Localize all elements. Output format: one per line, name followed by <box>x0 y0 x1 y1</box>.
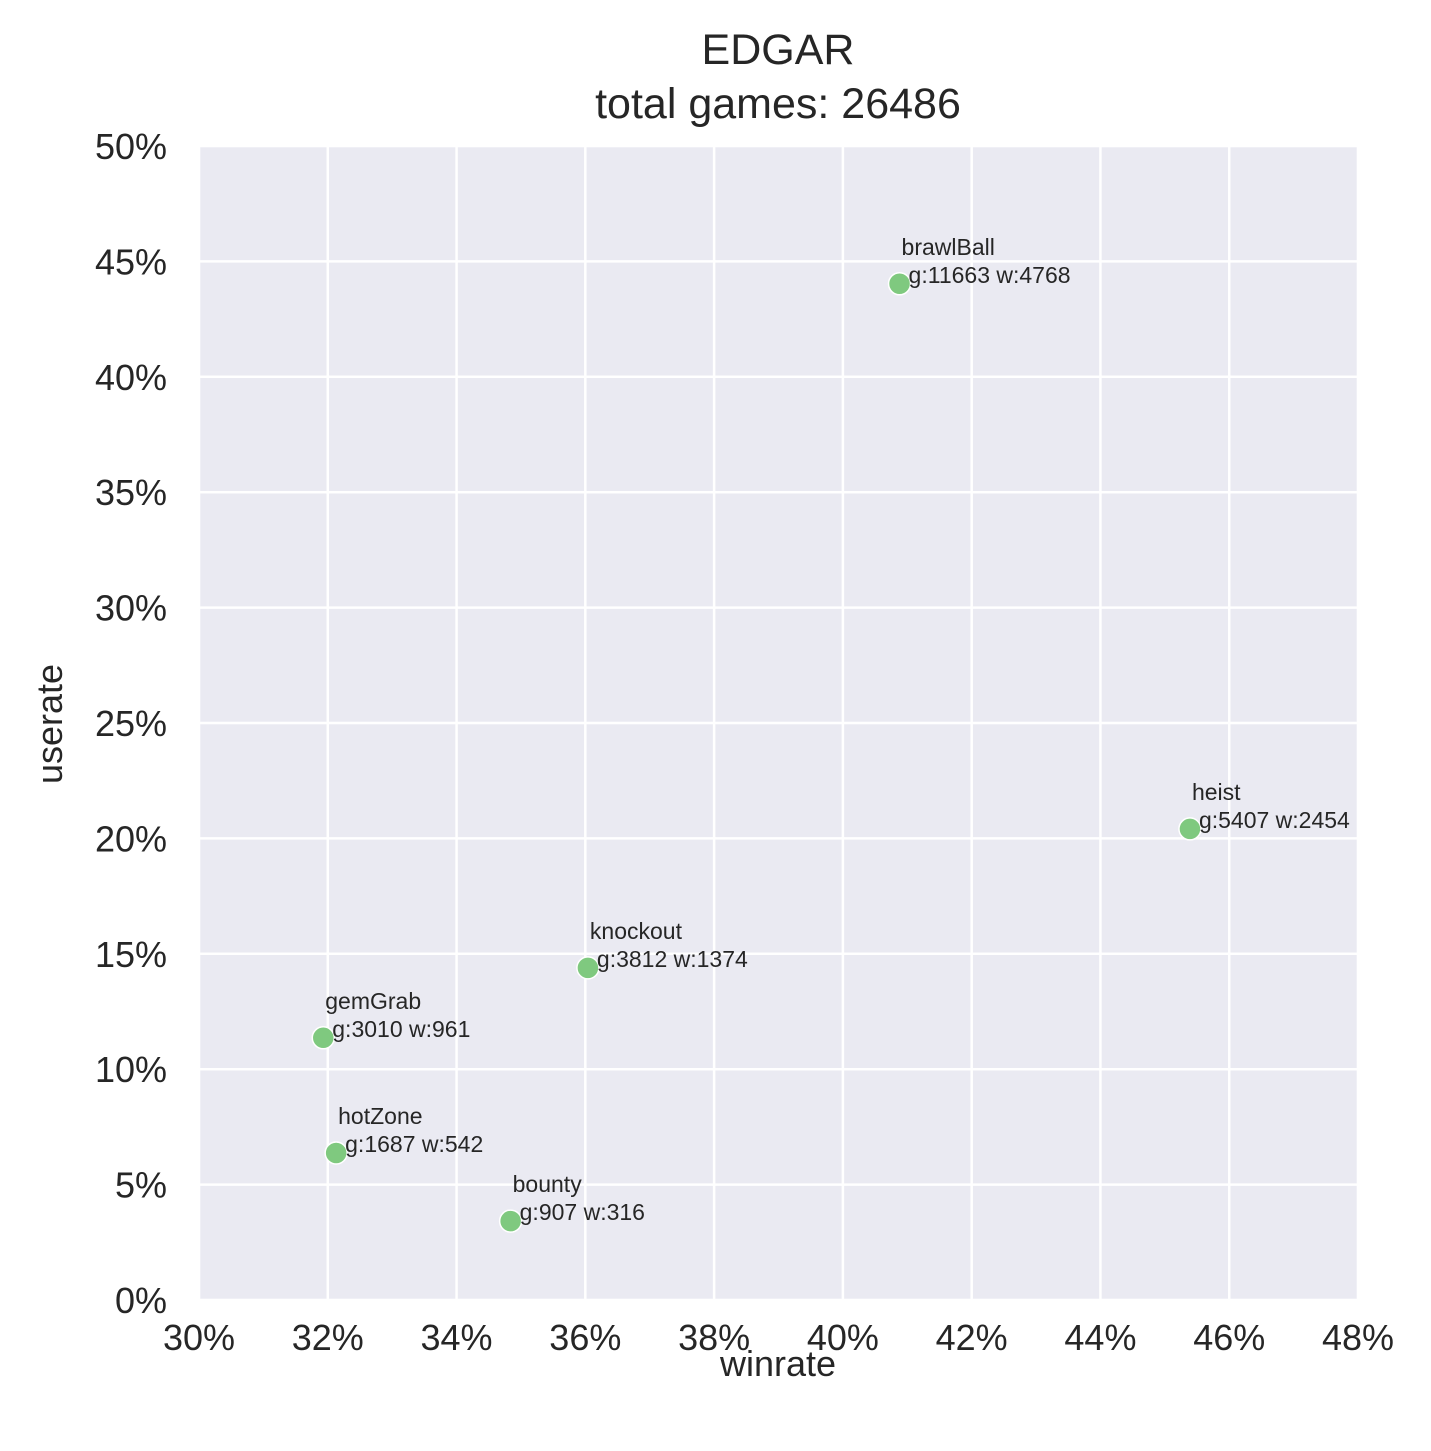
point-label-stats: g:1687 w:542 <box>345 1131 483 1157</box>
point-label-name: heist <box>1192 779 1241 805</box>
y-tick-label: 10% <box>95 1049 167 1090</box>
point-label-name: bounty <box>513 1171 583 1197</box>
y-tick-label: 35% <box>95 472 167 513</box>
x-tick-labels: 30% 32% 34% 36% 38% 40% 42% 44% 46% 48% <box>163 1317 1394 1358</box>
chart-title-line-2: total games: 26486 <box>595 80 961 128</box>
scatter-point <box>576 956 600 980</box>
point-label-stats: g:3812 w:1374 <box>597 946 748 972</box>
point-label-stats: g:907 w:316 <box>520 1199 645 1225</box>
point-label-stats: g:5407 w:2454 <box>1199 807 1350 833</box>
x-tick-label: 44% <box>1064 1317 1136 1358</box>
x-tick-label: 48% <box>1322 1317 1394 1358</box>
x-tick-label: 32% <box>292 1317 364 1358</box>
y-axis-label: userate <box>29 664 70 784</box>
y-tick-label: 20% <box>95 818 167 859</box>
y-tick-label: 15% <box>95 934 167 975</box>
point-label-name: knockout <box>590 918 683 944</box>
x-tick-label: 38% <box>678 1317 750 1358</box>
y-tick-label: 0% <box>115 1280 167 1321</box>
scatter-point <box>887 272 912 296</box>
x-tick-label: 40% <box>807 1317 879 1358</box>
scatter-point <box>311 1026 336 1050</box>
point-label-name: gemGrab <box>325 988 421 1014</box>
point-label-name: hotZone <box>338 1103 422 1129</box>
scatter-point <box>498 1209 523 1233</box>
point-label-name: brawlBall <box>902 234 995 260</box>
chart-title-line-1: EDGAR <box>702 26 855 74</box>
y-tick-label: 45% <box>95 241 167 282</box>
y-tick-label: 30% <box>95 588 167 629</box>
x-axis-label: winrate <box>719 1343 836 1384</box>
x-tick-label: 42% <box>936 1317 1008 1358</box>
y-tick-label: 50% <box>95 126 167 167</box>
x-tick-label: 36% <box>549 1317 621 1358</box>
x-tick-label: 46% <box>1193 1317 1265 1358</box>
y-tick-label: 25% <box>95 703 167 744</box>
point-label-stats: g:11663 w:4768 <box>909 262 1071 288</box>
x-tick-label: 30% <box>163 1317 235 1358</box>
chart-title: EDGAR total games: 26486 <box>595 26 961 128</box>
y-tick-labels: 0% 5% 10% 15% 20% 25% 30% 35% 40% 45% 50% <box>95 126 167 1321</box>
scatter-point <box>324 1141 348 1165</box>
y-tick-label: 40% <box>95 357 167 398</box>
data-points <box>311 272 1202 1233</box>
point-label-stats: g:3010 w:961 <box>332 1016 470 1042</box>
scatter-point <box>1178 817 1202 841</box>
x-tick-label: 34% <box>421 1317 493 1358</box>
y-tick-label: 5% <box>115 1165 167 1206</box>
gridlines <box>197 144 1360 1302</box>
